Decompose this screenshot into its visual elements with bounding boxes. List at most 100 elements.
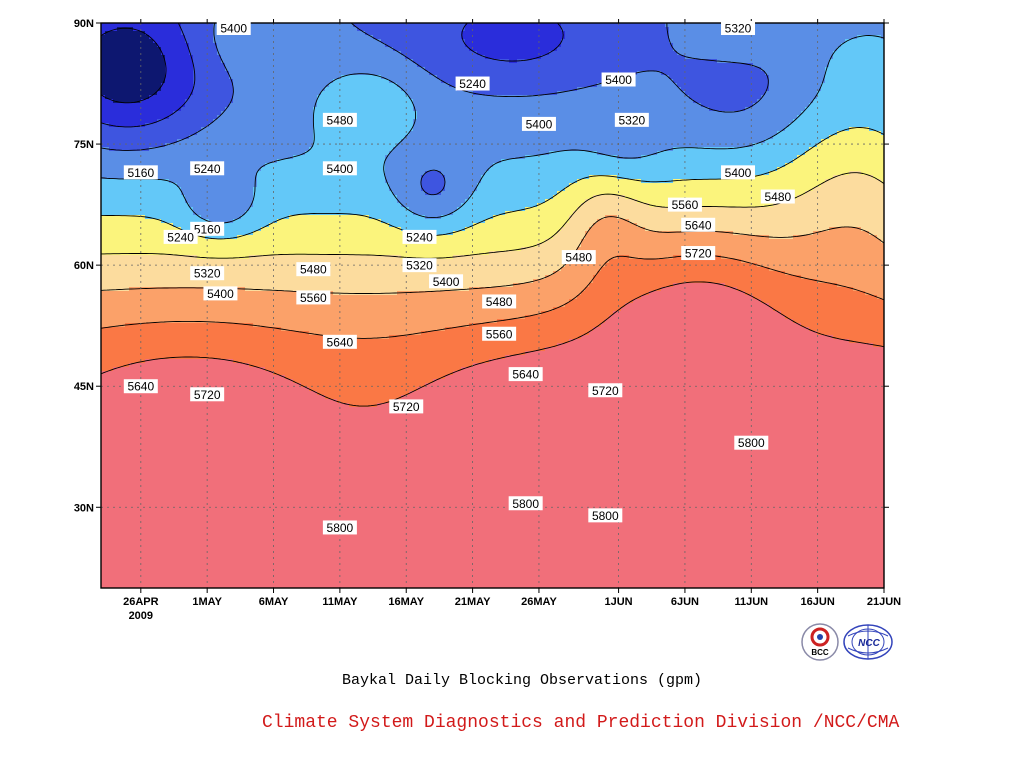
- contour-cell: [173, 531, 177, 535]
- contour-cell: [169, 71, 173, 75]
- contour-cell: [133, 111, 137, 115]
- contour-cell: [193, 531, 197, 535]
- contour-cell: [165, 295, 169, 299]
- contour-cell: [157, 227, 161, 231]
- contour-cell: [189, 67, 193, 71]
- contour-cell: [129, 535, 133, 539]
- contour-cell: [113, 63, 117, 67]
- contour-cell: [125, 267, 129, 271]
- contour-cell: [225, 179, 229, 183]
- contour-cell: [117, 127, 121, 131]
- contour-cell: [133, 195, 137, 199]
- contour-cell: [237, 495, 241, 499]
- contour-cell: [137, 79, 141, 83]
- contour-cell: [125, 495, 129, 499]
- contour-cell: [109, 55, 113, 59]
- contour-cell: [129, 219, 133, 223]
- contour-cell: [129, 551, 133, 555]
- contour-cell: [229, 199, 233, 203]
- contour-cell: [209, 47, 213, 51]
- contour-cell: [177, 431, 181, 435]
- contour-cell: [197, 155, 201, 159]
- contour-cell: [109, 503, 113, 507]
- contour-cell: [133, 319, 137, 323]
- contour-cell: [197, 247, 201, 251]
- contour-cell: [165, 383, 169, 387]
- contour-cell: [181, 315, 185, 319]
- contour-cell: [221, 127, 225, 131]
- contour-cell: [217, 411, 221, 415]
- contour-cell: [153, 279, 157, 283]
- contour-cell: [201, 51, 205, 55]
- contour-cell: [169, 475, 173, 479]
- contour-cell: [201, 183, 205, 187]
- contour-cell: [221, 523, 225, 527]
- contour-cell: [165, 155, 169, 159]
- contour-cell: [229, 179, 233, 183]
- contour-cell: [121, 227, 125, 231]
- contour-cell: [201, 247, 205, 251]
- contour-cell: [153, 371, 157, 375]
- contour-cell: [125, 207, 129, 211]
- contour-cell: [229, 255, 233, 259]
- contour-cell: [189, 139, 193, 143]
- contour-cell: [181, 535, 185, 539]
- contour-cell: [233, 387, 237, 391]
- contour-cell: [221, 115, 225, 119]
- contour-cell: [225, 411, 229, 415]
- contour-cell: [237, 47, 241, 51]
- contour-cell: [189, 499, 193, 503]
- contour-cell: [237, 299, 241, 303]
- contour-cell: [189, 351, 193, 355]
- contour-cell: [229, 183, 233, 187]
- contour-cell: [189, 475, 193, 479]
- contour-cell: [105, 227, 109, 231]
- contour-cell: [217, 95, 221, 99]
- contour-cell: [201, 559, 205, 563]
- contour-cell: [209, 339, 213, 343]
- contour-cell: [141, 71, 145, 75]
- contour-cell: [133, 43, 137, 47]
- contour-cell: [229, 335, 233, 339]
- contour-cell: [201, 335, 205, 339]
- contour-cell: [117, 191, 121, 195]
- contour-cell: [109, 223, 113, 227]
- contour-cell: [153, 339, 157, 343]
- contour-cell: [221, 91, 225, 95]
- contour-cell: [181, 403, 185, 407]
- contour-cell: [217, 447, 221, 451]
- contour-cell: [149, 491, 153, 495]
- contour-cell: [229, 51, 233, 55]
- contour-cell: [221, 411, 225, 415]
- contour-cell: [177, 491, 181, 495]
- contour-cell: [105, 199, 109, 203]
- contour-cell: [169, 299, 173, 303]
- contour-cell: [165, 111, 169, 115]
- contour-cell: [221, 139, 225, 143]
- contour-cell: [233, 39, 237, 43]
- contour-cell: [185, 223, 189, 227]
- contour-cell: [233, 395, 237, 399]
- contour-cell: [237, 419, 241, 423]
- contour-cell: [209, 215, 213, 219]
- contour-cell: [105, 243, 109, 247]
- contour-cell: [213, 483, 217, 487]
- contour-cell: [161, 471, 165, 475]
- contour-cell: [229, 123, 233, 127]
- contour-cell: [113, 447, 117, 451]
- contour-cell: [157, 63, 161, 67]
- contour-cell: [181, 327, 185, 331]
- contour-cell: [105, 391, 109, 395]
- contour-cell: [129, 43, 133, 47]
- contour-cell: [133, 327, 137, 331]
- contour-cell: [169, 159, 173, 163]
- contour-cell: [161, 159, 165, 163]
- contour-cell: [201, 519, 205, 523]
- contour-cell: [189, 543, 193, 547]
- contour-cell: [237, 351, 241, 355]
- contour-cell: [105, 255, 109, 259]
- contour-cell: [121, 191, 125, 195]
- contour-cell: [229, 423, 233, 427]
- contour-cell: [197, 427, 201, 431]
- contour-cell: [117, 467, 121, 471]
